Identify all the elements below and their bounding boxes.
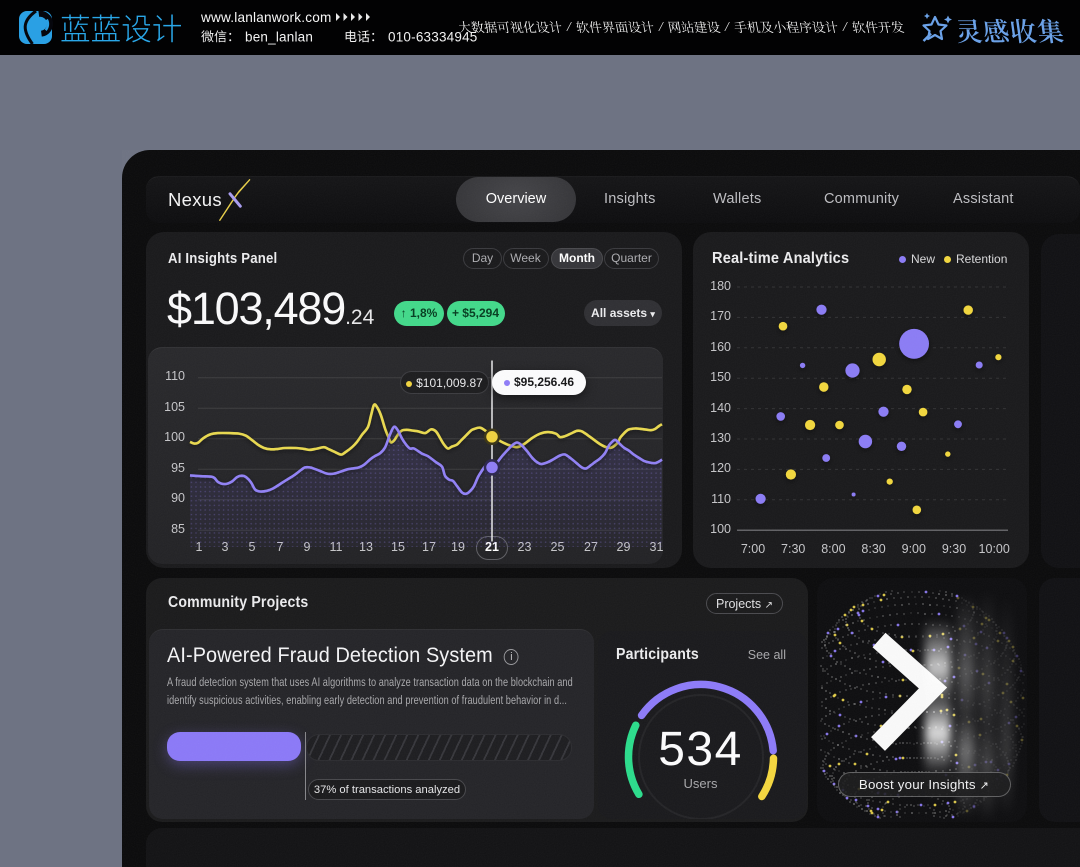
svg-text:/: / <box>724 19 730 34</box>
svg-text:/: / <box>658 19 664 34</box>
svg-text:010-63334945: 010-63334945 <box>388 30 477 45</box>
svg-text:ben_lanlan: ben_lanlan <box>245 30 313 45</box>
svg-text:/: / <box>566 19 572 34</box>
svg-text:/: / <box>842 19 848 34</box>
